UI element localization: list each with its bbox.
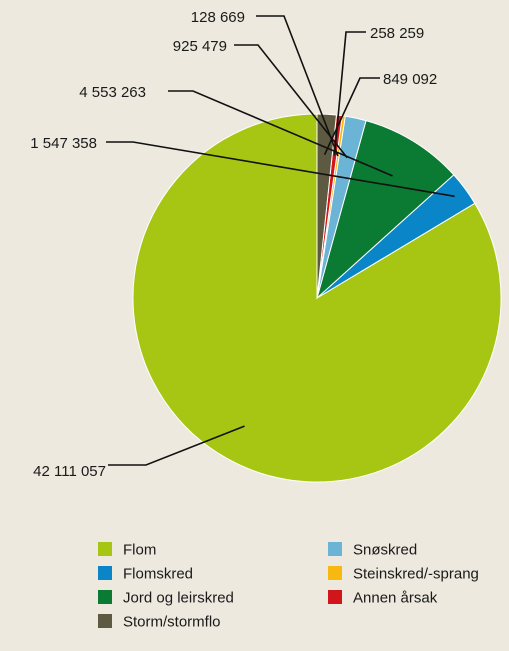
legend-label-jord-og-leirskred: Jord og leirskred <box>123 590 234 607</box>
leader-line-storm-stormflo <box>323 77 380 156</box>
pie-slice-jord-og-leirskred <box>316 120 455 300</box>
legend-swatch-steinskred-sprang <box>328 566 342 580</box>
leader-line-flom <box>108 425 245 466</box>
legend-label-storm-stormflo: Storm/stormflo <box>123 614 221 631</box>
data-label-steinskred-sprang: 128 669 <box>191 9 245 26</box>
legend-label-flom: Flom <box>123 542 156 559</box>
legend-swatch-flom <box>98 542 112 556</box>
data-label-jord-og-leirskred: 4 553 263 <box>79 84 146 101</box>
leader-line-steinskred-sprang <box>256 15 339 157</box>
leader-line-snoskred <box>234 44 348 159</box>
legend-swatch-flomskred <box>98 566 112 580</box>
slices-layer <box>132 113 502 483</box>
data-label-storm-stormflo: 849 092 <box>383 71 437 88</box>
legend: Flom Flomskred Jord og leirskred Storm/stor… <box>98 542 479 631</box>
legend-swatch-storm-stormflo <box>98 614 112 628</box>
data-label-flom: 42 111 057 <box>33 463 106 480</box>
legend-label-steinskred-sprang: Steinskred/-sprang <box>353 566 479 583</box>
data-label-snoskred: 925 479 <box>173 38 227 55</box>
data-label-flomskred: 1 547 358 <box>30 135 97 152</box>
legend-swatch-jord-og-leirskred <box>98 590 112 604</box>
leader-line-annen-arsak <box>333 31 366 156</box>
legend-swatch-snoskred <box>328 542 342 556</box>
data-label-annen-arsak: 258 259 <box>370 25 424 42</box>
legend-label-flomskred: Flomskred <box>123 566 193 583</box>
legend-swatch-annen-arsak <box>328 590 342 604</box>
leader-line-jord-og-leirskred <box>168 90 393 177</box>
legend-label-snoskred: Snøskred <box>353 542 417 559</box>
leader-line-flomskred <box>106 141 455 198</box>
legend-label-annen-arsak: Annen årsak <box>353 590 438 607</box>
pie-slice-storm-stormflo <box>316 113 338 299</box>
pie-slice-flom <box>132 113 502 483</box>
data-labels-layer: 42 111 057 1 547 358 4 553 263 925 479 128 6… <box>30 9 455 480</box>
